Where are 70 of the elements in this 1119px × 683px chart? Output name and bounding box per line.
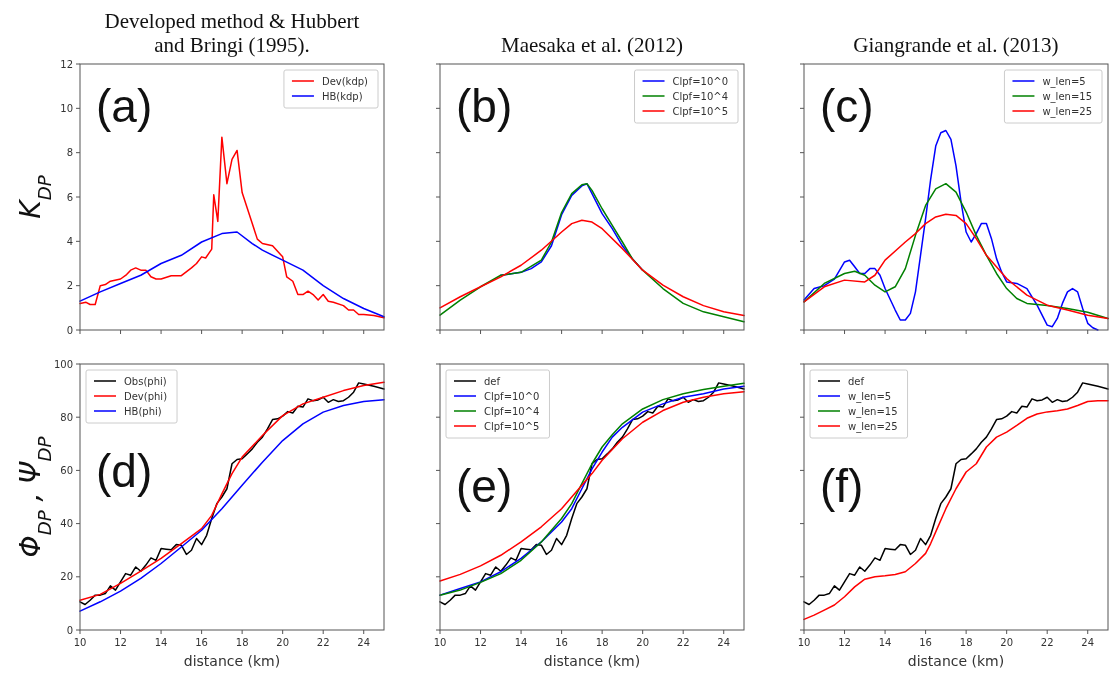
y-tick-label: 4 <box>66 235 73 247</box>
annotation: (f) <box>820 460 864 512</box>
legend-label: Obs(phi) <box>124 376 167 387</box>
y-tick-label: 60 <box>60 464 73 476</box>
x-tick-label: 12 <box>114 637 127 648</box>
x-tick-label: 22 <box>316 637 330 648</box>
x-tick-label: 10 <box>433 637 447 648</box>
x-tick-label: 10 <box>73 637 87 648</box>
legend-label: Clpf=10^0 <box>672 76 729 87</box>
legend-label: w_len=5 <box>1042 76 1086 88</box>
chart-title: Giangrande et al. (2013) <box>853 33 1059 57</box>
x-tick-label: 24 <box>1081 637 1095 648</box>
y-tick-label: 8 <box>66 147 73 159</box>
x-tick-label: 14 <box>514 637 528 648</box>
y-tick-label: 10 <box>60 102 73 114</box>
y-tick-label: 12 <box>60 58 73 70</box>
annotation: (a) <box>96 80 153 132</box>
x-tick-label: 24 <box>357 637 371 648</box>
y-tick-label: 0 <box>66 624 73 636</box>
legend-label: Clpf=10^4 <box>672 91 729 102</box>
y-tick-label: 6 <box>66 191 73 203</box>
chart-title: Developed method & Hubbert and Bringi (1995). <box>104 9 360 57</box>
y-tick-label: 0 <box>66 324 73 336</box>
x-axis-title: distance (km) <box>183 653 281 669</box>
x-tick-label: 18 <box>959 637 973 648</box>
legend-label: HB(kdp) <box>321 91 363 102</box>
line-series <box>79 231 385 318</box>
x-tick-label: 18 <box>595 637 609 648</box>
legend-label: HB(phi) <box>124 406 162 417</box>
legend-label: Dev(kdp) <box>321 76 369 87</box>
y-tick-label: 40 <box>60 518 73 530</box>
x-tick-label: 14 <box>154 637 168 648</box>
x-tick-label: 10 <box>797 637 811 648</box>
x-axis-title: distance (km) <box>543 653 641 669</box>
legend-label: def <box>848 376 865 387</box>
y-tick-label: 2 <box>66 280 73 292</box>
y-tick-label: 100 <box>53 358 73 370</box>
x-tick-label: 16 <box>919 637 932 648</box>
line-series <box>79 136 385 319</box>
legend-label: w_len=15 <box>1042 91 1093 103</box>
legend-label: w_len=15 <box>848 406 898 418</box>
legend-label: def <box>484 376 501 387</box>
y-tick-label: 80 <box>60 411 73 423</box>
x-tick-label: 18 <box>235 637 249 648</box>
legend-label: Clpf=10^0 <box>484 391 540 402</box>
x-tick-label: 24 <box>717 637 731 648</box>
x-tick-label: 12 <box>838 637 851 648</box>
y-tick-label: 20 <box>60 571 73 583</box>
annotation: (d) <box>96 445 153 497</box>
x-tick-label: 12 <box>474 637 487 648</box>
x-tick-label: 14 <box>878 637 892 648</box>
annotation: (c) <box>820 80 874 132</box>
x-tick-label: 20 <box>636 637 650 648</box>
x-tick-label: 22 <box>1040 637 1054 648</box>
x-tick-label: 20 <box>276 637 290 648</box>
legend-label: Clpf=10^5 <box>672 106 729 117</box>
chart-title: Maesaka et al. (2012) <box>501 33 683 57</box>
legend-label: w_len=25 <box>1042 106 1093 118</box>
annotation: (e) <box>456 460 513 512</box>
x-tick-label: 22 <box>676 637 690 648</box>
legend-label: w_len=25 <box>848 421 898 433</box>
annotation: (b) <box>456 80 513 132</box>
x-axis-title: distance (km) <box>907 653 1005 669</box>
x-tick-label: 16 <box>555 637 568 648</box>
legend-label: Clpf=10^4 <box>484 406 540 417</box>
x-tick-label: 20 <box>1000 637 1014 648</box>
legend-label: Clpf=10^5 <box>484 421 540 432</box>
legend-label: Dev(phi) <box>124 391 168 402</box>
legend-label: w_len=5 <box>848 391 892 403</box>
x-tick-label: 16 <box>195 637 208 648</box>
